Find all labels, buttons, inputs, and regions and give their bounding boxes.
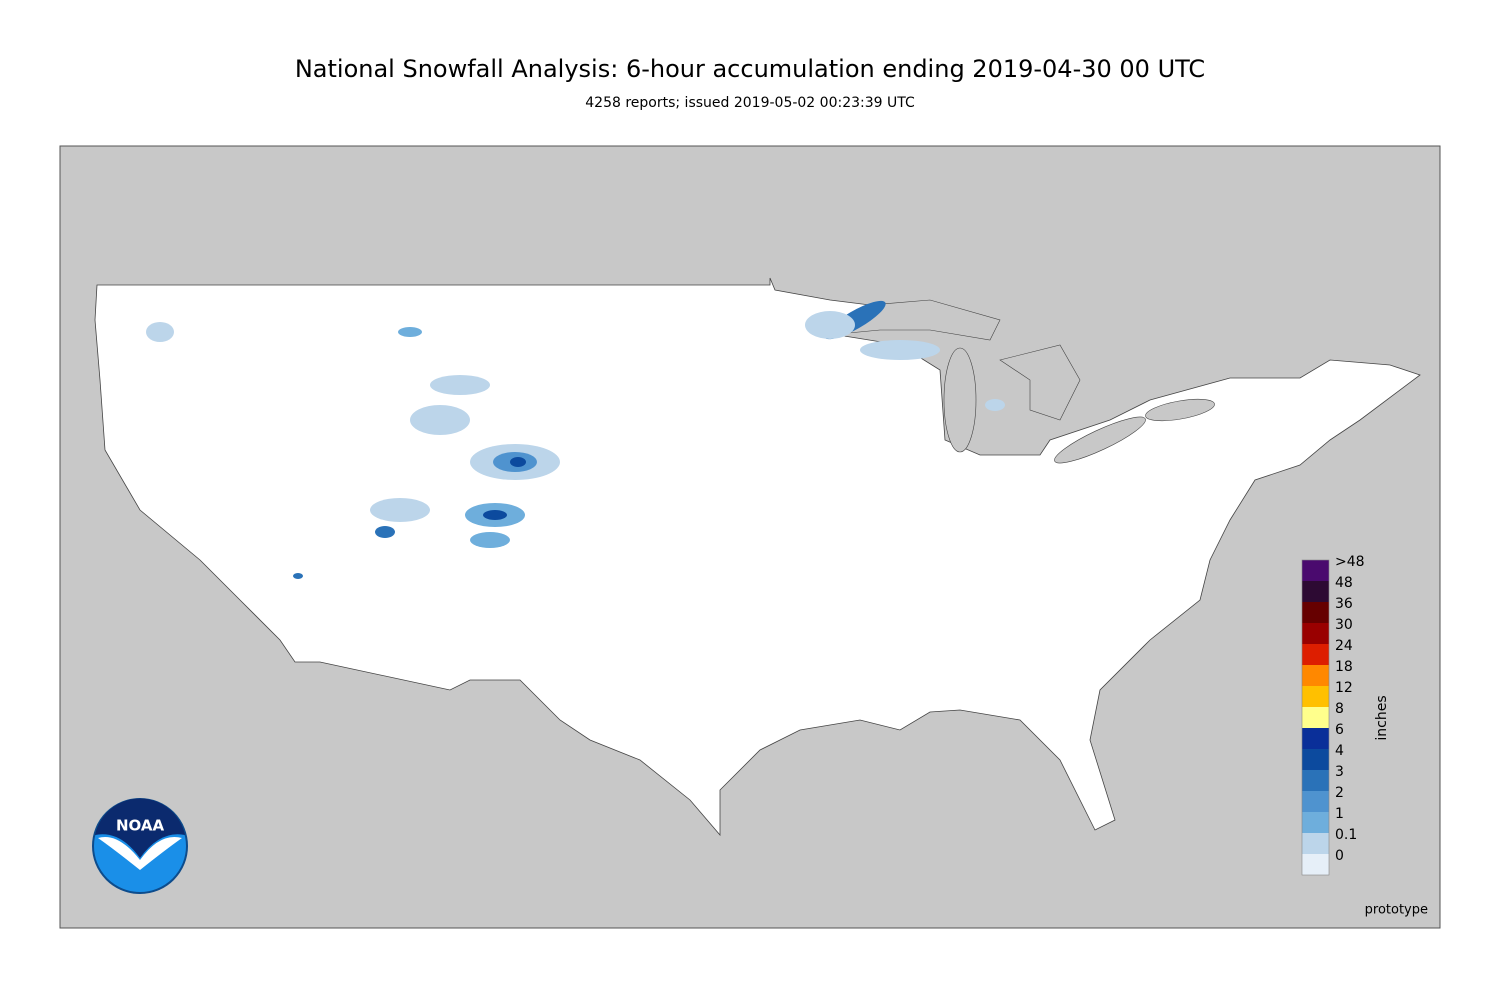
legend-label: >48 <box>1335 554 1365 570</box>
legend-swatch <box>1302 602 1329 623</box>
legend-swatch <box>1302 749 1329 770</box>
legend-swatch <box>1302 665 1329 686</box>
legend-label: 30 <box>1335 617 1353 633</box>
legend-label: 0 <box>1335 848 1344 864</box>
legend: >48 48 36 30 24 18 12 8 6 4 3 2 1 0.1 0 <box>1301 554 1365 876</box>
snowfall-areas <box>146 300 1005 579</box>
legend-label: 2 <box>1335 785 1344 801</box>
legend-swatch <box>1302 581 1329 602</box>
legend-label: 18 <box>1335 659 1353 675</box>
legend-swatch <box>1302 728 1329 749</box>
title: National Snowfall Analysis: 6-hour accum… <box>295 55 1205 83</box>
legend-label: 6 <box>1335 722 1344 738</box>
legend-unit: inches <box>1374 695 1390 740</box>
legend-label: 48 <box>1335 575 1353 591</box>
legend-swatch <box>1302 791 1329 812</box>
legend-label: 4 <box>1335 743 1344 759</box>
legend-label: 36 <box>1335 596 1353 612</box>
legend-swatch <box>1302 833 1329 854</box>
legend-label: 12 <box>1335 680 1353 696</box>
noaa-logo: NOAA <box>92 798 188 894</box>
legend-swatch <box>1302 560 1329 581</box>
legend-swatch <box>1302 686 1329 707</box>
logo-text: NOAA <box>116 817 165 835</box>
legend-label: 8 <box>1335 701 1344 717</box>
subtitle: 4258 reports; issued 2019-05-02 00:23:39… <box>585 95 915 111</box>
legend-swatch <box>1302 623 1329 644</box>
legend-label: 0.1 <box>1335 827 1357 843</box>
great-lakes <box>837 299 1215 464</box>
map <box>59 145 1441 929</box>
legend-label: 24 <box>1335 638 1353 654</box>
legend-swatch <box>1302 854 1329 875</box>
footer-note: prototype <box>1365 903 1428 918</box>
legend-label: 3 <box>1335 764 1344 780</box>
legend-swatch <box>1302 812 1329 833</box>
legend-swatch <box>1302 707 1329 728</box>
legend-frame <box>1301 559 1330 876</box>
legend-swatch <box>1302 770 1329 791</box>
legend-swatch <box>1302 644 1329 665</box>
legend-label: 1 <box>1335 806 1344 822</box>
